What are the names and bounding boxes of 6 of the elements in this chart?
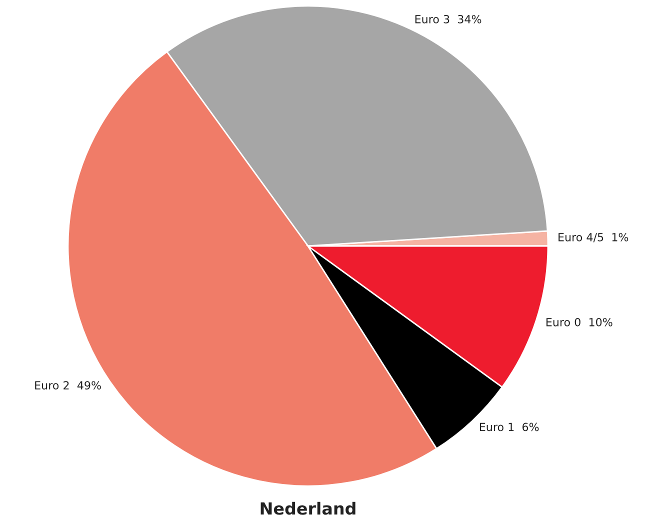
slice-label: Euro 3 34% [415,14,482,24]
slice-label: Euro 4/5 1% [558,232,628,242]
text: Nederland [260,502,356,515]
slice-label: Euro 2 49% [35,381,101,390]
slice-label: Euro 0 10% [546,318,612,326]
slice-label: Euro 1 6% [480,422,539,432]
